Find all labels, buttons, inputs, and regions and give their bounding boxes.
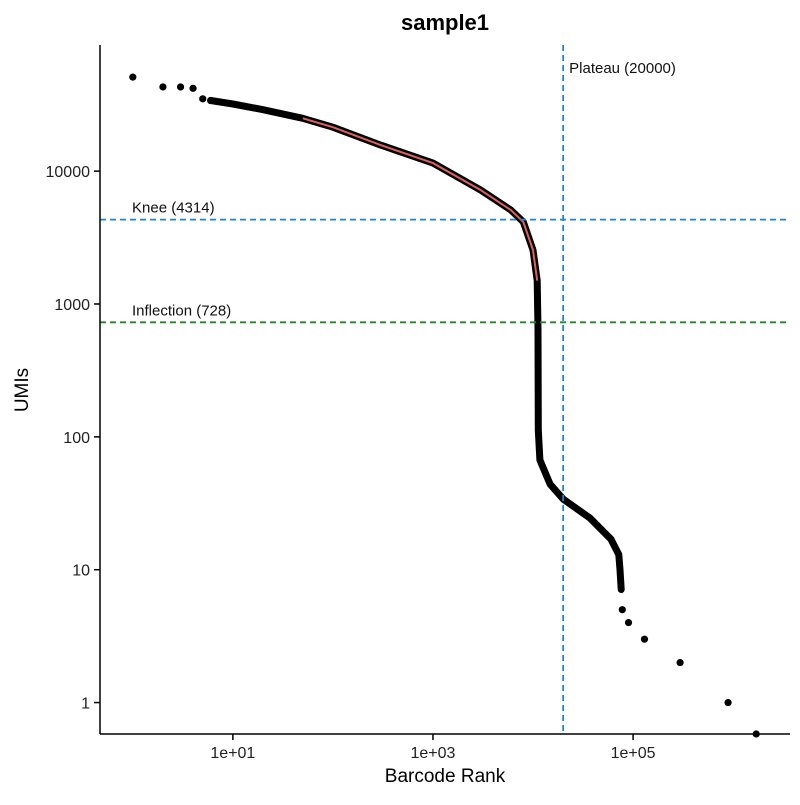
x-tick-label: 1e+05 xyxy=(611,745,656,762)
data-point xyxy=(618,606,626,614)
y-tick-label: 10 xyxy=(72,563,90,580)
y-tick-label: 1 xyxy=(81,696,90,713)
reference-line-label: Plateau (20000) xyxy=(569,60,676,77)
x-tick-label: 1e+01 xyxy=(210,745,255,762)
chart-title: sample1 xyxy=(401,10,489,35)
data-point xyxy=(129,73,137,81)
data-point xyxy=(189,84,197,92)
data-point xyxy=(640,635,649,643)
y-tick-label: 10000 xyxy=(46,164,91,181)
barcode-curve-points xyxy=(207,97,625,593)
fit-line xyxy=(302,117,539,281)
data-point xyxy=(724,698,732,707)
data-point xyxy=(176,83,185,91)
data-point xyxy=(199,95,207,103)
reference-line-label: Knee (4314) xyxy=(132,200,215,217)
x-tick-label: 1e+03 xyxy=(411,745,456,762)
y-tick-label: 100 xyxy=(63,430,90,447)
y-tick-label: 1000 xyxy=(54,297,90,314)
x-axis-label: Barcode Rank xyxy=(385,766,506,787)
data-point xyxy=(676,658,684,667)
data-point xyxy=(207,96,215,105)
data-point xyxy=(624,618,633,627)
reference-line-label: Inflection (728) xyxy=(132,302,231,319)
data-point xyxy=(159,83,167,91)
y-axis-label: UMIs xyxy=(12,368,33,412)
